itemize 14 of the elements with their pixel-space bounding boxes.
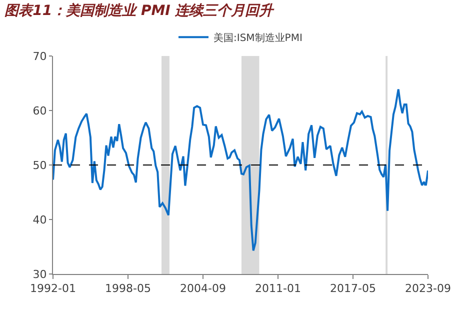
chart-title: 图表11：美国制造业 PMI 连续三个月回升 [4,2,276,19]
y-tick-label: 50 [32,158,47,172]
x-tick-label: 2023-09 [405,282,451,296]
x-tick-label: 1998-05 [104,282,151,296]
y-tick-label: 30 [32,268,47,281]
x-tick-label: 2017-05 [330,282,376,296]
x-tick-label: 2011-01 [255,282,301,296]
y-tick-label: 70 [32,50,47,63]
line-series [53,88,428,252]
x-tick-label: 2004-09 [180,282,226,296]
x-tick-label: 1992-01 [30,282,76,296]
y-tick-label: 60 [32,104,47,118]
y-tick-label: 40 [32,213,47,226]
legend-label: 美国:ISM制造业PMI [214,32,302,44]
